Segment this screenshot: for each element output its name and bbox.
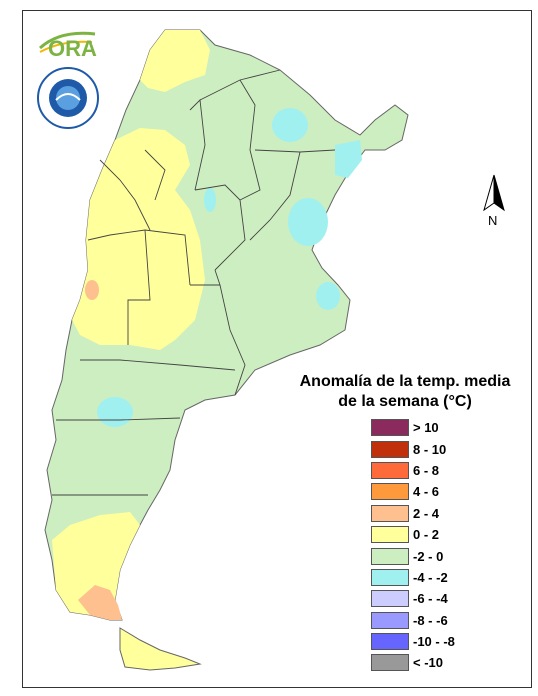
anomaly-2-4-southern	[78, 585, 122, 620]
legend-item: -4 - -2	[371, 567, 455, 588]
legend-swatch	[371, 419, 409, 437]
legend: > 10 8 - 10 6 - 8 4 - 6 2 - 4 0 - 2 -2 -…	[371, 417, 455, 674]
legend-label: -6 - -4	[413, 591, 448, 607]
tierra-del-fuego	[119, 627, 202, 671]
north-label: N	[488, 213, 498, 228]
anomaly-0-2-north	[140, 30, 210, 92]
legend-swatch	[371, 504, 409, 522]
legend-label: -4 - -2	[413, 569, 448, 585]
legend-label: < -10	[413, 655, 443, 671]
legend-swatch	[371, 611, 409, 629]
ora-logo-text: ORA	[48, 36, 97, 61]
anomaly-2-4-cuyo	[85, 280, 99, 300]
legend-item: -6 - -4	[371, 588, 455, 609]
anomaly-minus4-minus2-buenos-aires	[316, 282, 340, 310]
anomaly-0-2-west	[72, 128, 205, 350]
province-boundaries	[52, 69, 336, 496]
anomaly-minus4-minus2-patagonia	[97, 397, 133, 427]
legend-item: 2 - 4	[371, 503, 455, 524]
legend-swatch	[371, 483, 409, 501]
legend-label: 4 - 6	[413, 484, 440, 500]
legend-title-line2: de la semana (°C)	[338, 393, 472, 410]
anomaly-0-2-south	[52, 512, 140, 620]
legend-swatch	[371, 568, 409, 586]
legend-label: -10 - -8	[413, 634, 455, 650]
anomaly-minus4-minus2-litoral	[288, 198, 328, 246]
legend-title: Anomalía de la temp. media de la semana …	[290, 372, 520, 412]
legend-item: 8 - 10	[371, 438, 455, 459]
legend-label: > 10	[413, 420, 439, 436]
legend-swatch	[371, 461, 409, 479]
legend-item: < -10	[371, 652, 455, 673]
legend-label: 2 - 4	[413, 505, 440, 521]
legend-title-line1: Anomalía de la temp. media	[299, 373, 511, 390]
legend-swatch	[371, 590, 409, 608]
legend-swatch	[371, 547, 409, 565]
legend-label: -2 - 0	[413, 548, 444, 564]
anomaly-minus4-minus2-ne	[272, 108, 308, 142]
legend-swatch	[371, 526, 409, 544]
legend-item: 0 - 2	[371, 524, 455, 545]
legend-item: > 10	[371, 417, 455, 438]
legend-label: -8 - -6	[413, 612, 448, 628]
legend-label: 6 - 8	[413, 462, 440, 478]
north-arrow-icon	[483, 174, 505, 212]
legend-item: -10 - -8	[371, 631, 455, 652]
legend-item: -8 - -6	[371, 610, 455, 631]
anomaly-minus4-minus2-chaco	[204, 188, 216, 212]
legend-swatch	[371, 633, 409, 651]
legend-swatch	[371, 654, 409, 672]
ora-logo: ORA	[38, 31, 97, 61]
legend-label: 8 - 10	[413, 441, 447, 457]
smn-seal	[37, 67, 99, 129]
legend-item: 4 - 6	[371, 481, 455, 502]
legend-item: 6 - 8	[371, 460, 455, 481]
legend-label: 0 - 2	[413, 527, 440, 543]
legend-swatch	[371, 440, 409, 458]
legend-item: -2 - 0	[371, 545, 455, 566]
anomaly-minus4-minus2-east	[335, 140, 362, 178]
